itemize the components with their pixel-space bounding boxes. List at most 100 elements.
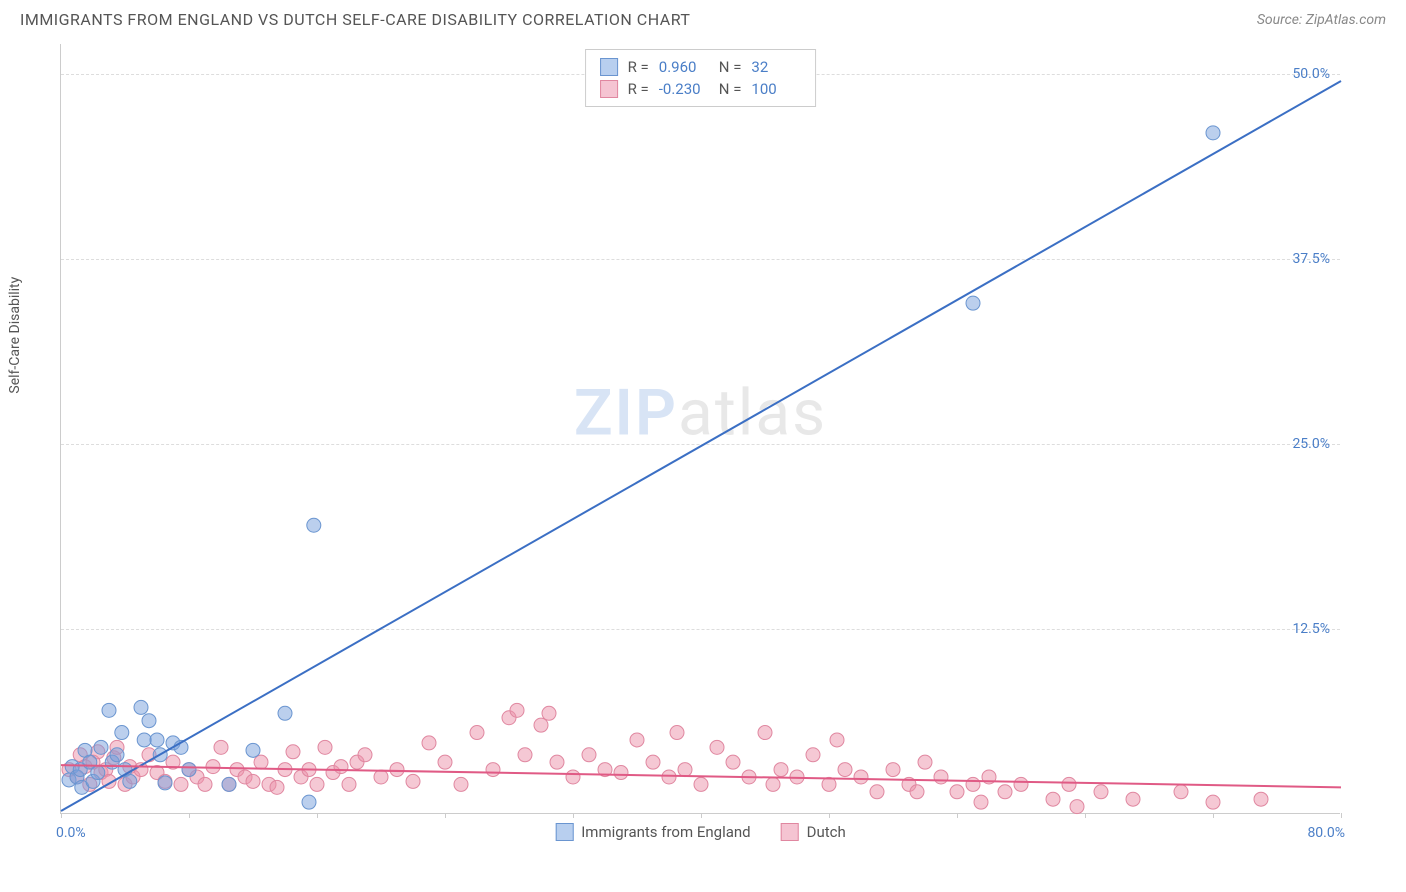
data-point <box>534 718 548 732</box>
stat-n-value-2: 100 <box>751 80 801 98</box>
data-point <box>518 748 532 762</box>
x-tick <box>1085 813 1086 818</box>
data-point <box>934 770 948 784</box>
data-point <box>334 760 348 774</box>
data-point <box>94 740 108 754</box>
data-point <box>966 296 980 310</box>
data-point <box>406 774 420 788</box>
data-point <box>870 785 884 799</box>
data-point <box>758 726 772 740</box>
data-point <box>1014 777 1028 791</box>
stats-row-series-1: R = 0.960 N = 32 <box>600 56 802 78</box>
data-point <box>214 740 228 754</box>
data-point <box>307 518 321 532</box>
plot-area: ZIPatlas 12.5%25.0%37.5%50.0% R = 0.960 … <box>60 44 1340 814</box>
data-point <box>123 774 137 788</box>
chart-header: IMMIGRANTS FROM ENGLAND VS DUTCH SELF-CA… <box>0 0 1406 34</box>
data-point <box>710 740 724 754</box>
data-point <box>390 763 404 777</box>
data-point <box>550 755 564 769</box>
scatter-plot-svg <box>61 44 1340 813</box>
legend-label-2: Dutch <box>807 823 846 841</box>
data-point <box>222 777 236 791</box>
data-point <box>1174 785 1188 799</box>
data-point <box>1070 800 1084 814</box>
x-tick <box>701 813 702 818</box>
stat-r-label: R = <box>628 58 649 76</box>
data-point <box>91 766 105 780</box>
data-point <box>246 774 260 788</box>
x-max-label: 80.0% <box>1307 825 1345 841</box>
data-point <box>974 795 988 809</box>
data-point <box>246 743 260 757</box>
legend-swatch-2 <box>781 823 799 841</box>
data-point <box>422 736 436 750</box>
swatch-series-1 <box>600 58 618 76</box>
data-point <box>286 745 300 759</box>
data-point <box>438 755 452 769</box>
x-tick <box>573 813 574 818</box>
stats-row-series-2: R = -0.230 N = 100 <box>600 78 802 100</box>
stat-r-label: R = <box>628 80 649 98</box>
data-point <box>1206 126 1220 140</box>
data-point <box>910 785 924 799</box>
data-point <box>302 795 316 809</box>
data-point <box>470 726 484 740</box>
data-point <box>278 706 292 720</box>
data-point <box>838 763 852 777</box>
chart-container: Self-Care Disability ZIPatlas 12.5%25.0%… <box>50 34 1386 854</box>
legend-item-2: Dutch <box>781 823 846 841</box>
data-point <box>694 777 708 791</box>
data-point <box>582 748 596 762</box>
chart-title: IMMIGRANTS FROM ENGLAND VS DUTCH SELF-CA… <box>20 10 690 29</box>
data-point <box>1254 792 1268 806</box>
data-point <box>318 740 332 754</box>
data-point <box>726 755 740 769</box>
x-tick <box>1341 813 1342 818</box>
data-point <box>542 706 556 720</box>
data-point <box>1126 792 1140 806</box>
regression-line <box>61 81 1341 811</box>
legend-swatch-1 <box>555 823 573 841</box>
stat-n-label: N = <box>719 58 742 76</box>
data-point <box>342 777 356 791</box>
data-point <box>1046 792 1060 806</box>
data-point <box>270 780 284 794</box>
source-attribution: Source: ZipAtlas.com <box>1257 12 1386 28</box>
data-point <box>374 770 388 784</box>
stat-r-value-1: 0.960 <box>659 58 709 76</box>
stat-r-value-2: -0.230 <box>659 80 709 98</box>
x-tick <box>189 813 190 818</box>
data-point <box>198 777 212 791</box>
data-point <box>310 777 324 791</box>
data-point <box>137 733 151 747</box>
data-point <box>206 760 220 774</box>
data-point <box>486 763 500 777</box>
data-point <box>510 703 524 717</box>
data-point <box>1062 777 1076 791</box>
data-point <box>806 748 820 762</box>
x-tick <box>829 813 830 818</box>
bottom-legend: Immigrants from England Dutch <box>555 823 846 841</box>
data-point <box>646 755 660 769</box>
x-tick <box>61 813 62 818</box>
legend-item-1: Immigrants from England <box>555 823 750 841</box>
data-point <box>454 777 468 791</box>
data-point <box>678 763 692 777</box>
stat-n-label: N = <box>719 80 742 98</box>
data-point <box>830 733 844 747</box>
data-point <box>886 763 900 777</box>
data-point <box>115 726 129 740</box>
data-point <box>110 748 124 762</box>
data-point <box>670 726 684 740</box>
legend-label-1: Immigrants from England <box>581 823 750 841</box>
data-point <box>918 755 932 769</box>
data-point <box>566 770 580 784</box>
data-point <box>182 763 196 777</box>
data-point <box>766 777 780 791</box>
x-tick <box>957 813 958 818</box>
data-point <box>174 777 188 791</box>
data-point <box>254 755 268 769</box>
data-point <box>966 777 980 791</box>
x-tick <box>317 813 318 818</box>
